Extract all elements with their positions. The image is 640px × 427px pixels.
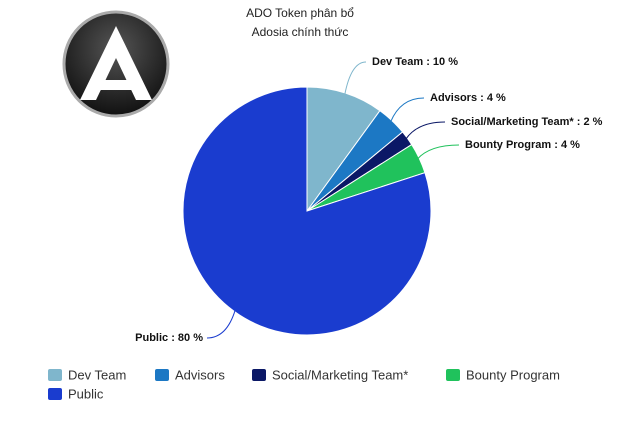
leader-line bbox=[344, 61, 367, 96]
legend-swatch bbox=[48, 388, 62, 400]
data-label: Advisors : 4 % bbox=[430, 92, 506, 104]
legend-swatch bbox=[252, 369, 266, 381]
legend-swatch bbox=[155, 369, 169, 381]
chart-title: ADO Token phân bổ bbox=[246, 6, 354, 20]
leader-line bbox=[417, 144, 460, 160]
chart-subtitle: Adosia chính thức bbox=[252, 25, 349, 39]
logo bbox=[62, 10, 170, 118]
data-label: Dev Team : 10 % bbox=[372, 56, 458, 68]
leader-line bbox=[405, 121, 446, 140]
legend-label: Social/Marketing Team* bbox=[272, 367, 408, 382]
data-label: Social/Marketing Team* : 2 % bbox=[451, 116, 603, 128]
legend-swatch bbox=[48, 369, 62, 381]
legend-label: Public bbox=[68, 386, 104, 401]
pie-slice bbox=[182, 86, 432, 336]
legend-swatch bbox=[446, 369, 460, 381]
legend-label: Dev Team bbox=[68, 367, 126, 382]
leader-line bbox=[390, 97, 425, 123]
data-label: Bounty Program : 4 % bbox=[465, 139, 580, 151]
legend-label: Bounty Program bbox=[466, 367, 560, 382]
data-label: Public : 80 % bbox=[135, 332, 203, 344]
legend-label: Advisors bbox=[175, 367, 225, 382]
leader-line bbox=[206, 309, 236, 339]
